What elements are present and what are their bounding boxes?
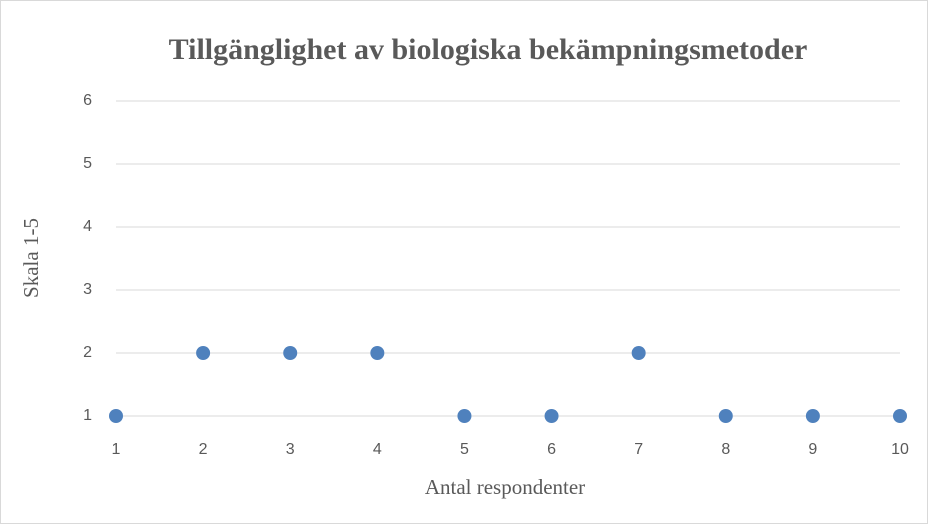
x-tick-label: 10 [891, 441, 909, 458]
x-tick-label: 4 [373, 441, 382, 458]
y-tick-label: 6 [83, 92, 92, 109]
y-tick-label: 1 [83, 407, 92, 424]
x-tick-label: 9 [808, 441, 817, 458]
point [631, 346, 646, 360]
x-tick-label: 1 [112, 441, 121, 458]
x-axis-label: Antal respondenter [425, 475, 585, 499]
x-tick-label: 6 [547, 441, 556, 458]
y-tick-label: 3 [83, 281, 92, 298]
chart-title: Tillgänglighet av biologiska bekämpnings… [169, 33, 808, 66]
x-tick-label: 7 [634, 441, 643, 458]
point [370, 346, 385, 360]
x-tick-label: 3 [286, 441, 295, 458]
x-tick-label: 2 [199, 441, 208, 458]
y-tick-label: 5 [83, 155, 92, 172]
point [805, 409, 820, 423]
point [544, 409, 559, 423]
point [196, 346, 211, 360]
point [718, 409, 733, 423]
x-tick-label: 5 [460, 441, 469, 458]
y-tick-label: 2 [83, 344, 92, 361]
point [893, 409, 907, 423]
y-tick-label: 4 [83, 218, 92, 235]
point [283, 346, 298, 360]
point [109, 409, 123, 423]
y-axis-label: Skala 1-5 [19, 218, 43, 298]
point [457, 409, 472, 423]
x-tick-label: 8 [721, 441, 730, 458]
